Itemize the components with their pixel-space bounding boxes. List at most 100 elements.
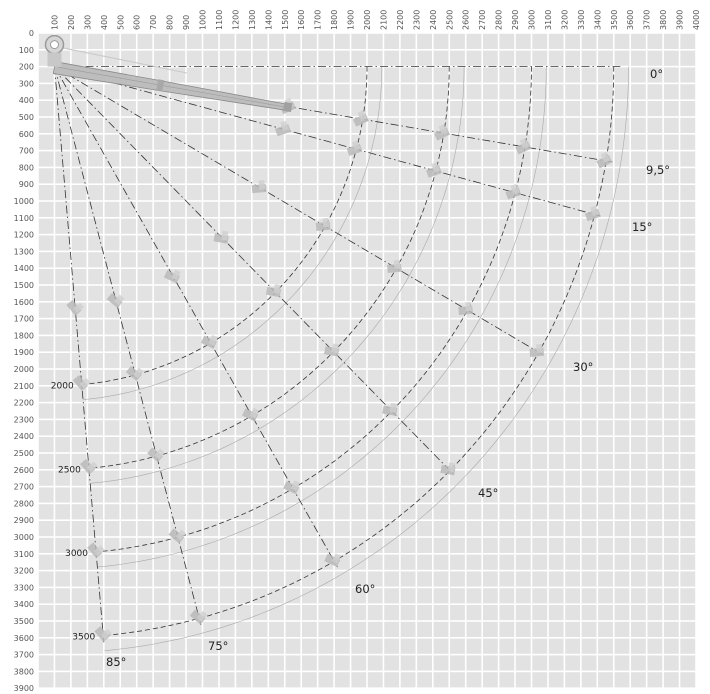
grid-cell [433,588,449,604]
grid-cell [680,621,696,637]
grid-cell [548,605,564,621]
grid-cell [532,252,548,268]
boom-tip-hook [197,610,208,622]
grid-cell [680,386,696,402]
grid-cell [598,353,613,369]
grid-cell [417,521,432,537]
grid-cell [400,588,416,604]
grid-cell [482,655,498,671]
grid-cell [647,252,663,268]
grid-cell [680,319,696,335]
grid-cell [367,437,383,453]
grid-cell [318,84,334,100]
y-tick-label: 3300 [14,583,34,592]
grid-cell [302,101,317,117]
grid-cell [581,353,597,369]
grid-cell [334,117,350,133]
grid-cell [153,117,169,133]
grid-cell [302,504,317,520]
grid-cell [548,84,564,100]
grid-cell [466,218,482,234]
grid-cell [121,655,136,671]
grid-cell [581,269,597,285]
grid-cell [614,285,630,301]
grid-cell [433,672,449,688]
grid-cell [565,537,581,553]
grid-cell [153,672,169,688]
grid-cell [515,571,531,587]
grid-cell [153,269,169,285]
grid-cell [450,353,465,369]
grid-cell [417,336,432,352]
grid-cell [548,638,564,654]
grid-cell [252,117,268,133]
grid-cell [137,521,153,537]
grid-cell [433,218,449,234]
grid-cell [38,302,54,318]
grid-cell [219,168,235,184]
grid-cell [285,521,301,537]
grid-cell [384,470,400,486]
grid-cell [384,386,400,402]
grid-cell [170,319,186,335]
boom-tip-hook [351,140,361,151]
grid-cell [55,655,71,671]
grid-cell [236,386,252,402]
grid-cell [219,638,235,654]
grid-cell [318,369,334,385]
grid-cell [252,638,268,654]
grid-cell [302,487,317,503]
grid-cell [285,504,301,520]
grid-cell [384,67,400,83]
radius-arc-outline [82,66,383,400]
grid-cell [417,621,432,637]
grid-cell [680,437,696,453]
grid-cell [104,185,120,201]
grid-cell [285,185,301,201]
grid-cell [334,235,350,251]
grid-cell [367,269,383,285]
y-tick-label: 2900 [14,516,34,525]
grid-cell [532,386,548,402]
grid-cell [334,369,350,385]
grid-cell [433,621,449,637]
grid-cell [88,201,103,217]
grid-cell [351,605,367,621]
grid-cell [631,470,646,486]
grid-cell [121,420,136,436]
grid-cell [71,168,87,184]
grid-cell [318,185,334,201]
grid-cell [663,84,679,100]
grid-cell [153,588,169,604]
grid-cell [384,537,400,553]
grid-cell [285,151,301,167]
grid-cell [384,319,400,335]
grid-cell [548,201,564,217]
grid-cell [367,285,383,301]
grid-cell [433,655,449,671]
grid-cell [614,369,630,385]
grid-cell [565,638,581,654]
boom-tip-hook [73,302,84,314]
grid-cell [532,67,548,83]
grid-cell [219,302,235,318]
grid-cell [581,134,597,150]
grid-cell [532,319,548,335]
y-tick-label: 2800 [14,499,34,508]
grid-cell [318,67,334,83]
grid-cell [647,470,663,486]
grid-cell [88,521,103,537]
grid-cell [252,84,268,100]
grid-cell [433,571,449,587]
grid-cell [351,487,367,503]
x-tick-label: 3700 [643,10,652,30]
grid-cell [186,655,202,671]
boom-tip-hook [431,162,440,173]
grid-cell [269,537,284,553]
grid-cell [252,672,268,688]
grid-cell [450,437,465,453]
grid-cell [186,101,202,117]
grid-cell [482,487,498,503]
grid-cell [614,252,630,268]
grid-cell [631,168,646,184]
